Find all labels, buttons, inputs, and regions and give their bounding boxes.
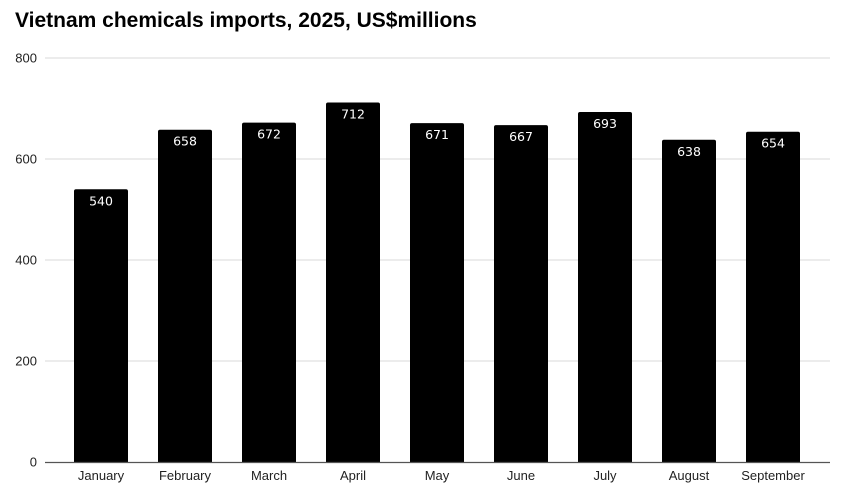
x-tick-label: May [425, 468, 450, 483]
bar-april [326, 102, 380, 462]
x-tick-label: July [593, 468, 617, 483]
bar-august [662, 139, 716, 462]
bar-may [410, 123, 464, 463]
data-label: 654 [761, 136, 785, 151]
bar-july [578, 112, 632, 462]
bars [74, 102, 800, 463]
data-label: 712 [341, 106, 365, 121]
y-axis-ticks: 0 200 400 600 800 [15, 51, 37, 470]
data-label: 638 [677, 144, 701, 159]
bar-september [746, 131, 800, 463]
data-label: 671 [425, 127, 449, 142]
bar-february [158, 129, 212, 462]
data-labels: 540 658 672 712 671 667 693 638 654 [89, 106, 785, 208]
bar-june [494, 125, 548, 462]
y-tick-label: 0 [30, 455, 37, 470]
y-tick-label: 600 [15, 152, 37, 167]
x-tick-label: June [507, 468, 535, 483]
y-tick-label: 200 [15, 354, 37, 369]
data-label: 667 [509, 129, 533, 144]
data-label: 693 [593, 116, 617, 131]
x-tick-label: September [741, 468, 805, 483]
x-tick-label: February [159, 468, 212, 483]
x-tick-label: January [78, 468, 125, 483]
y-tick-label: 400 [15, 253, 37, 268]
data-label: 540 [89, 193, 113, 208]
x-axis-ticks: January February March April May June July Augu… [78, 468, 806, 483]
x-tick-label: August [669, 468, 710, 483]
data-label: 658 [173, 134, 197, 149]
x-tick-label: April [340, 468, 366, 483]
y-tick-label: 800 [15, 51, 37, 66]
x-tick-label: March [251, 468, 287, 483]
data-label: 672 [257, 127, 281, 142]
bar-january [74, 189, 128, 463]
bar-march [242, 122, 296, 462]
chart-title: Vietnam chemicals imports, 2025, US$mill… [15, 9, 477, 32]
